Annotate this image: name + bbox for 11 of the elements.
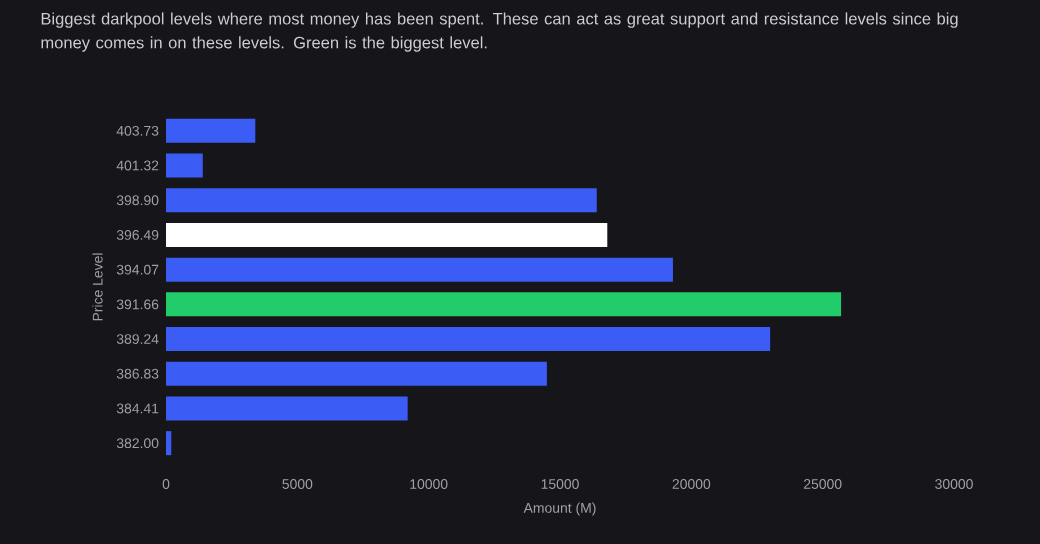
bar <box>166 257 673 282</box>
bar <box>166 327 771 352</box>
bar <box>166 118 256 143</box>
bar <box>166 188 597 213</box>
bar <box>166 361 547 386</box>
bar <box>166 153 203 178</box>
bar <box>166 292 842 317</box>
bar <box>166 431 172 456</box>
chart-title: Biggest darkpool levels where most money has been spent. These can act as great support and resistance levels since big money comes in on these levels. Green is the biggest level. <box>41 12 958 52</box>
bar <box>166 396 408 421</box>
bar <box>166 222 608 247</box>
